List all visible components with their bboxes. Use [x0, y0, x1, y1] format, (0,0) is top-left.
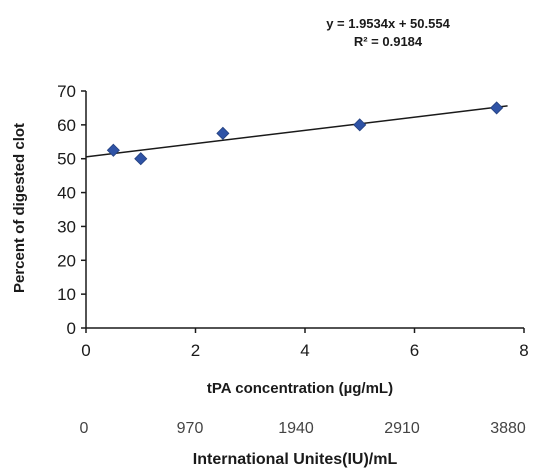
x-tick-label: 0 [81, 341, 90, 360]
iu-tick-label: 970 [177, 420, 204, 437]
iu-tick-label: 3880 [490, 420, 526, 437]
iu-tick-label: 0 [80, 420, 89, 437]
x-tick-label: 2 [191, 341, 200, 360]
iu-axis-title: International Unites(IU)/mL [193, 451, 398, 468]
data-point [490, 101, 504, 115]
iu-tick-label: 1940 [278, 420, 314, 437]
trendline-equation: y = 1.9534x + 50.554 [326, 16, 450, 31]
x-tick-label: 8 [519, 341, 528, 360]
y-tick-label: 50 [57, 150, 76, 169]
x-axis-ticks: 0 2 4 6 8 [81, 328, 529, 360]
y-tick-label: 60 [57, 116, 76, 135]
equation-annotation: y = 1.9534x + 50.554 R² = 0.9184 [326, 16, 450, 49]
y-tick-label: 70 [57, 82, 76, 101]
iu-axis-ticks: 0 970 1940 2910 3880 [80, 420, 526, 437]
y-axis-ticks: 0 10 20 30 40 50 60 70 [57, 82, 86, 338]
data-point [216, 126, 230, 140]
y-tick-label: 20 [57, 251, 76, 270]
trendline [85, 105, 508, 158]
x-tick-label: 6 [410, 341, 419, 360]
y-tick-label: 10 [57, 285, 76, 304]
data-point [134, 152, 148, 166]
y-tick-label: 0 [67, 319, 76, 338]
x-axis-title: tPA concentration (µg/mL) [207, 380, 393, 397]
data-points [106, 101, 504, 166]
x-tick-label: 4 [300, 341, 309, 360]
y-tick-label: 40 [57, 184, 76, 203]
iu-tick-label: 2910 [384, 420, 420, 437]
data-point [106, 143, 120, 157]
r-squared-label: R² = 0.9184 [354, 34, 423, 49]
data-point [353, 118, 367, 132]
y-tick-label: 30 [57, 217, 76, 236]
y-axis-title: Percent of digested clot [11, 123, 28, 293]
